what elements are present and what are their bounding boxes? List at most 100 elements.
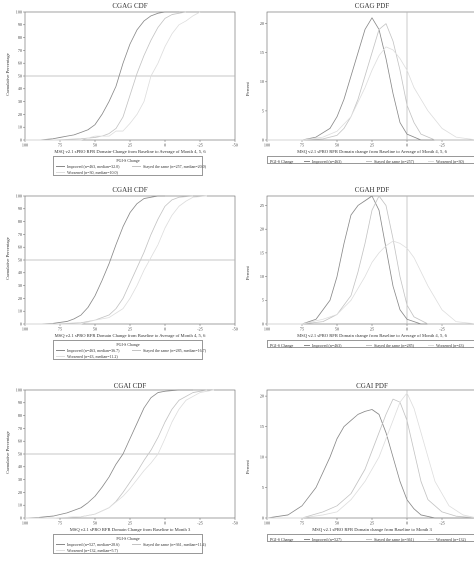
y-tick-label: 20	[18, 112, 22, 117]
y-tick-label: 30	[18, 283, 22, 288]
y-tick-label: 15	[260, 50, 264, 55]
chart-title: CGAG CDF	[112, 2, 148, 10]
legend-title: PGI-S Change	[116, 536, 140, 541]
legend-item-same: Stayed the same (n=361, median=11.4)	[132, 542, 206, 547]
x-tick-label: 25	[370, 143, 374, 148]
chart-title: CGAH PDF	[354, 186, 390, 194]
legend-label: Improved (n=463, median=32.0)	[67, 163, 120, 169]
plot-frame	[266, 195, 474, 325]
chart-panel-5: CGAI CDF Cumulative Percentage 100 75 50 25 0-…	[5, 382, 243, 562]
legend-swatch	[366, 345, 372, 347]
legend-label: Improved (n=527, median=28.6)	[67, 541, 120, 547]
legend-item-improved: Improved (n=463)	[304, 159, 341, 164]
y-tick-label: 20	[260, 393, 264, 398]
x-tick-label: 25	[370, 327, 374, 332]
y-tick-label: 80	[18, 413, 22, 418]
x-tick-label: 25	[370, 521, 374, 526]
series-line-same	[25, 195, 194, 325]
y-tick-label: 80	[18, 35, 22, 40]
x-tick-label: 0	[406, 327, 408, 332]
legend: PGI-S Change Improved (n=463) Stayed the s…	[267, 340, 474, 348]
x-tick-label: -25	[439, 327, 445, 332]
x-tick-label: 100	[264, 143, 270, 148]
x-tick-label: -50	[232, 143, 238, 148]
series-line-same	[267, 23, 474, 141]
legend-title: PGI-S Change	[116, 342, 140, 347]
y-tick-label: 10	[260, 274, 264, 279]
x-tick-label: 75	[58, 327, 62, 332]
series-line-improved	[267, 17, 474, 141]
legend-item-worsened: Worsened (n=43)	[428, 343, 464, 348]
y-tick-label: 10	[260, 454, 264, 459]
y-tick-label: 0	[262, 137, 264, 142]
y-tick-label: 20	[18, 296, 22, 301]
x-tick-label: -50	[232, 327, 238, 332]
legend-swatch	[428, 345, 434, 347]
y-tick-label: 5	[262, 108, 264, 113]
chart-panel-3: CGAH CDF Cumulative Percentage 100 75 50 25 0-…	[5, 186, 243, 366]
legend-label: Improved (n=463)	[312, 158, 342, 164]
legend-item-same: Stayed the same (n=361)	[366, 537, 414, 542]
x-tick-label: -25	[197, 521, 203, 526]
legend-swatch	[428, 161, 434, 163]
series-line-worsened	[267, 392, 474, 519]
x-axis-label: MSQ v2.1 sPRO RFR Domain change from Bas…	[297, 149, 447, 154]
legend-item-same: Stayed the same (n=285, median=16.7)	[132, 348, 206, 353]
y-tick-label: 15	[260, 424, 264, 429]
legend-item-same: Stayed the same (n=257, median=20.0)	[132, 164, 206, 169]
legend-label: Worsened (n=132, median=5.7)	[67, 547, 118, 553]
y-tick-label: 50	[18, 451, 22, 456]
y-tick-label: 0	[262, 515, 264, 520]
y-tick-label: 60	[18, 439, 22, 444]
y-tick-label: 5	[262, 485, 264, 490]
chart-title: CGAG PDF	[354, 2, 390, 10]
legend-swatch	[56, 550, 65, 552]
y-tick-label: 90	[18, 400, 22, 405]
legend-label: Stayed the same (n=361)	[374, 536, 414, 542]
legend-swatch	[132, 544, 141, 546]
chart-panel-4: CGAH PDFPercent1007550250-25-50051015202…	[245, 186, 474, 366]
legend-swatch	[304, 345, 310, 347]
y-tick-label: 20	[260, 21, 264, 26]
legend-swatch	[56, 166, 65, 168]
plot-area: 100 75 50 25 0 -25 -50 0 10 20 30 40 50 60 70 80 90 100	[16, 387, 238, 526]
legend-item-worsened: Worsened (n=30, median=10.0)	[56, 170, 118, 175]
chart-panel-6: CGAI PDFPercent1007550250-25-5005101520M…	[245, 382, 474, 562]
x-tick-label: 25	[128, 327, 132, 332]
y-tick-label: 70	[18, 232, 22, 237]
x-tick-label: -25	[197, 327, 203, 332]
x-tick-label: 0	[164, 521, 166, 526]
series-line-worsened	[267, 46, 474, 141]
x-tick-label: 50	[335, 327, 339, 332]
x-tick-label: 75	[58, 521, 62, 526]
x-tick-label: -25	[439, 143, 445, 148]
x-axis-label: MSQ v2.1 sPRO RFR Domain change from Bas…	[312, 527, 432, 532]
legend: PGI-S Change Improved (n=527, median=28.6…	[53, 534, 206, 554]
y-tick-label: 80	[18, 219, 22, 224]
series-line-worsened	[267, 240, 474, 325]
y-tick-label: 50	[18, 73, 22, 78]
legend-item-same: Stayed the same (n=257)	[366, 159, 414, 164]
plot-area: 100 75 50 25 0 -25 -50 0 10 20 30 40 50 60 70 80 90 100	[16, 9, 238, 148]
legend-label: Improved (n=463)	[312, 342, 342, 348]
legend-item-same: Stayed the same (n=285)	[366, 343, 414, 348]
y-tick-label: 10	[260, 79, 264, 84]
y-tick-label: 0	[20, 515, 22, 520]
series-line-worsened	[25, 195, 208, 325]
legend-item-improved: Improved (n=463)	[304, 343, 341, 348]
x-tick-label: 75	[300, 521, 304, 526]
x-tick-label: 100	[22, 327, 28, 332]
legend-item-worsened: Worsened (n=132, median=5.7)	[56, 548, 118, 553]
y-tick-label: 100	[16, 9, 22, 14]
x-tick-label: 0	[406, 521, 408, 526]
y-tick-label: 10	[18, 503, 22, 508]
x-tick-label: 50	[335, 143, 339, 148]
y-tick-label: 15	[260, 250, 264, 255]
legend-title: PGI-S Change	[270, 158, 294, 164]
legend-title: PGI-S Change	[270, 536, 294, 542]
legend-item-worsened: Worsened (n=30)	[428, 159, 464, 164]
x-axis-label: MSQ v2.1 sPRO RFR Domain Change from Bas…	[54, 333, 206, 338]
x-tick-label: -50	[232, 521, 238, 526]
